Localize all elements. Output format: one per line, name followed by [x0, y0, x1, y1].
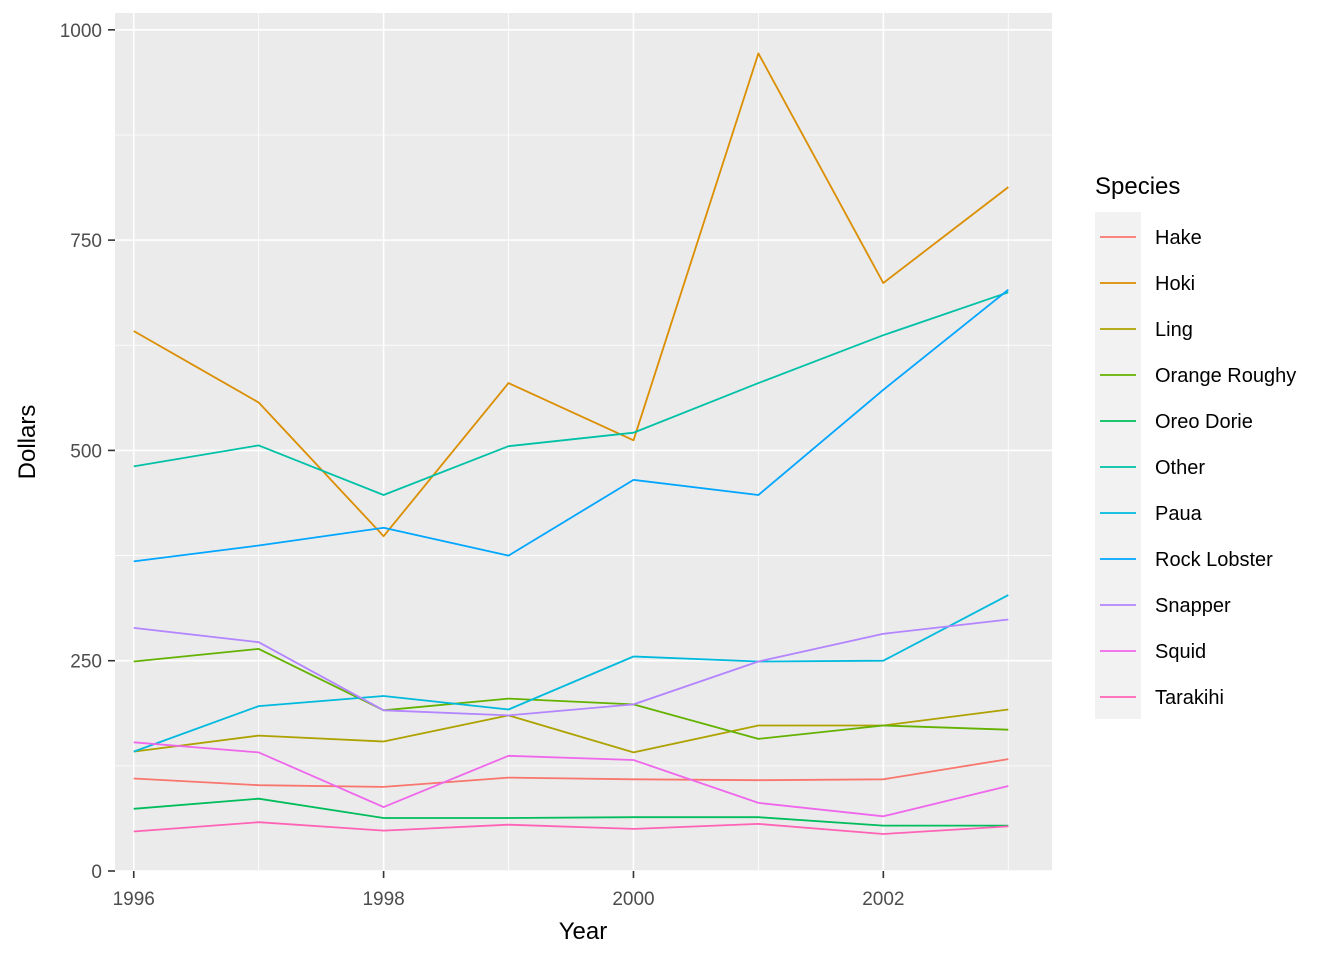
legend-label-ling: Ling — [1155, 319, 1193, 341]
x-axis-title: Year — [559, 918, 608, 945]
series-line-hoki — [133, 52, 1009, 538]
series-line-paua — [133, 594, 1009, 753]
series-line-snapper — [133, 618, 1009, 717]
series-line-rock-lobster — [133, 288, 1009, 563]
y-tick-label: 0 — [91, 862, 102, 883]
series-lines — [133, 52, 1009, 835]
x-tick-label: 1996 — [113, 889, 155, 910]
x-tick-label: 1998 — [362, 889, 404, 910]
series-line-orange-roughy — [133, 648, 1009, 740]
minor-gridlines — [115, 13, 1052, 871]
legend-label-rock-lobster: Rock Lobster — [1155, 549, 1273, 571]
y-tick-label: 500 — [70, 441, 102, 462]
legend-items: Hake Hoki Ling Orange Roughy Oreo Dorie Other… — [1100, 227, 1296, 709]
series-line-ling — [133, 708, 1009, 754]
y-tick-label: 750 — [70, 231, 102, 252]
legend-label-snapper: Snapper — [1155, 595, 1231, 617]
y-axis-title: Dollars — [14, 405, 41, 480]
y-tick-label: 1000 — [60, 21, 102, 42]
x-tick-label: 2000 — [612, 889, 654, 910]
series-line-hake — [133, 758, 1009, 788]
series-line-other — [133, 291, 1009, 496]
legend-title: Species — [1095, 173, 1180, 200]
legend-label-oreo-dorie: Oreo Dorie — [1155, 411, 1253, 433]
legend: Species Hake Hoki Ling Orange Roughy Oreo Do… — [1095, 173, 1296, 719]
legend-label-hake: Hake — [1155, 227, 1202, 249]
legend-key-background — [1095, 212, 1141, 719]
series-line-oreo-dorie — [133, 797, 1009, 827]
x-tick-label: 2002 — [862, 889, 904, 910]
plot-panel — [115, 13, 1052, 871]
y-axis: 0 250 500 750 1000 — [60, 21, 115, 883]
series-line-squid — [133, 741, 1009, 818]
series-line-tarakihi — [133, 821, 1009, 835]
legend-label-orange-roughy: Orange Roughy — [1155, 365, 1296, 387]
legend-label-hoki: Hoki — [1155, 273, 1195, 295]
x-axis: 1996 1998 2000 2002 — [113, 871, 904, 910]
legend-label-squid: Squid — [1155, 641, 1206, 663]
legend-label-paua: Paua — [1155, 503, 1203, 525]
y-tick-label: 250 — [70, 652, 102, 673]
legend-label-other: Other — [1155, 457, 1205, 479]
legend-label-tarakihi: Tarakihi — [1155, 687, 1224, 709]
